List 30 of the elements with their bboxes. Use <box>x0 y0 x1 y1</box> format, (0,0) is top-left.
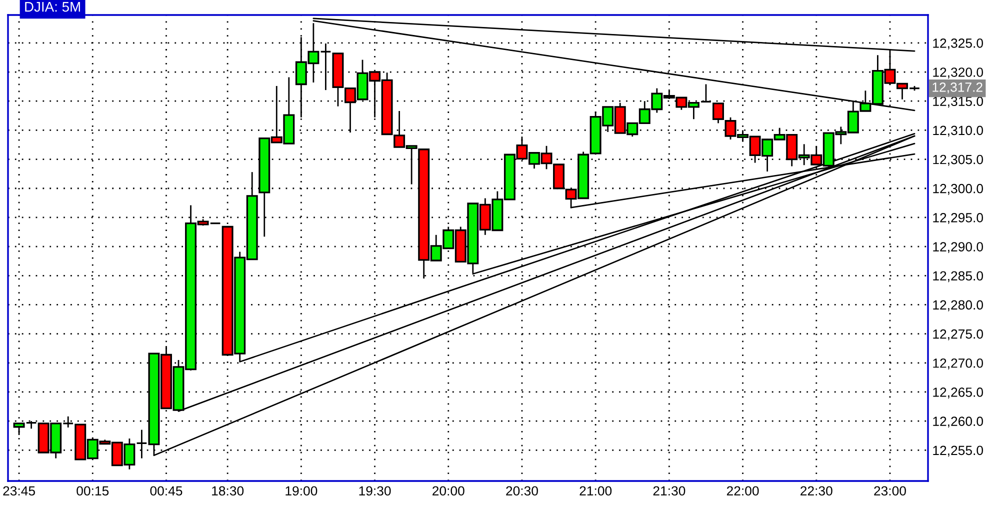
y-tick-label: 12,300.0 <box>933 184 984 195</box>
x-tick-label: 19:00 <box>286 486 318 496</box>
x-tick-label: 21:30 <box>653 486 686 496</box>
y-tick-label: 12,325.0 <box>933 38 984 50</box>
x-tick-label: 19:30 <box>359 486 391 496</box>
y-tick-label: 12,290.0 <box>933 242 984 254</box>
x-tick-label: 00:15 <box>76 486 109 496</box>
y-tick-label: 12,280.0 <box>933 300 984 312</box>
x-tick-label: 21:00 <box>580 486 612 496</box>
chart-title: DJIA: 5M <box>25 2 80 12</box>
y-tick-label: 12,310.0 <box>933 126 984 137</box>
y-tick-label: 12,265.0 <box>933 388 984 398</box>
y-tick-label: 12,285.0 <box>933 271 984 282</box>
y-tick-label: 12,260.0 <box>933 416 984 428</box>
y-tick-label: 12,255.0 <box>933 446 984 457</box>
x-tick-label: 00:45 <box>150 486 182 496</box>
y-tick-label: 12,270.0 <box>933 358 984 370</box>
x-tick-label: 22:30 <box>800 486 832 496</box>
x-tick-label: 22:00 <box>726 486 759 496</box>
x-tick-label: 20:30 <box>506 486 538 496</box>
y-tick-label: 12,320.0 <box>933 68 984 78</box>
x-tick-label: 18:30 <box>212 486 244 496</box>
x-tick-label: 23:00 <box>874 486 906 496</box>
y-tick-label: 12,275.0 <box>933 329 984 340</box>
y-tick-label: 12,295.0 <box>933 213 984 224</box>
y-tick-label: 12,315.0 <box>933 96 984 108</box>
x-tick-label: 20:00 <box>432 486 464 496</box>
y-tick-label: 12,305.0 <box>933 154 984 166</box>
text: 12,317.2 <box>932 82 982 94</box>
x-tick-label: 23:45 <box>3 486 35 496</box>
